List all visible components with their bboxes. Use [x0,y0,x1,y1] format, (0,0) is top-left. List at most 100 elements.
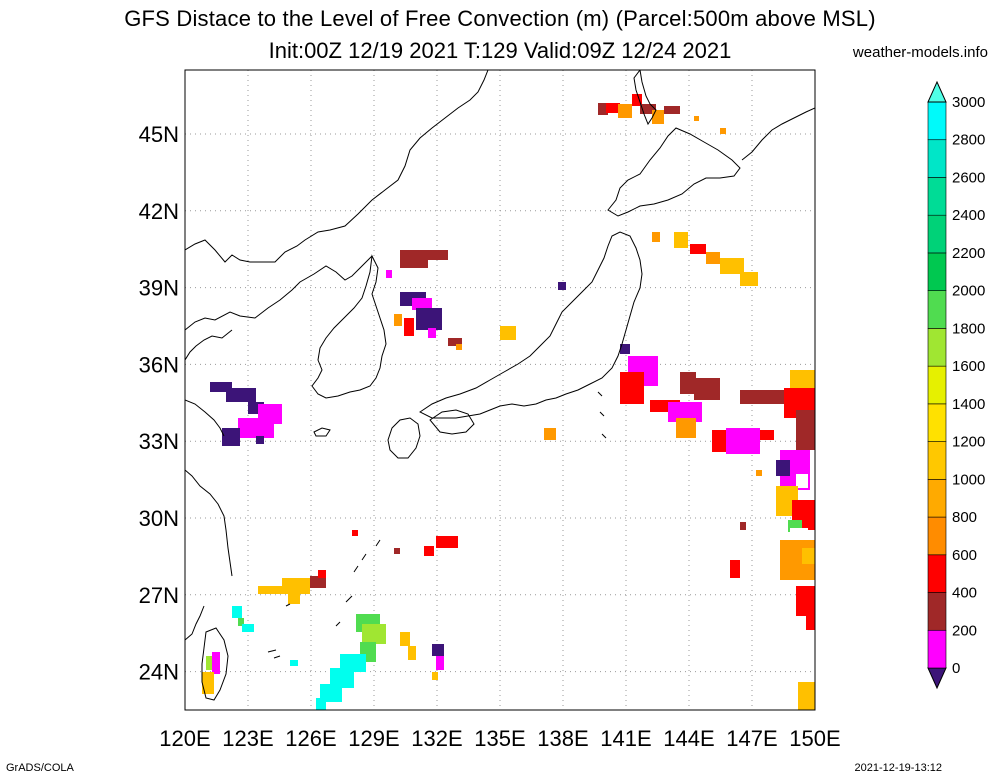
field-patch [706,252,720,264]
field-patch [436,536,458,548]
field-patch [676,418,696,438]
latitude-tick-label: 45N [139,122,179,147]
colorbar-swatch [927,629,947,669]
field-patch [222,428,240,446]
field-patch [404,318,414,336]
field-patch [206,656,216,670]
field-patch [288,592,300,604]
field-patch [408,646,416,660]
field-patch [726,428,760,454]
map-frame [184,69,816,711]
colorbar-swatch [927,290,947,329]
colorbar-label: 800 [952,509,977,526]
colorbar-label: 2200 [952,245,985,262]
field-patch [720,128,726,134]
field-patch [796,474,808,488]
field-patch [412,298,432,310]
latitude-tick-label: 24N [139,660,179,685]
field-patch [730,560,740,578]
latitude-tick-label: 33N [139,429,179,454]
field-patch [318,570,326,578]
field-patch [212,652,220,674]
colorbar-label: 600 [952,547,977,564]
field-patch [790,370,815,390]
colorbar-label: 2400 [952,207,985,224]
colorbar-label: 1600 [952,358,985,375]
field-patch [386,270,392,278]
colorbar-max-arrow [927,80,947,103]
latitude-labels: 24N 27N 30N 33N 36N 39N 42N 45N [139,122,179,685]
field-patch [632,94,642,106]
colorbar-swatch [927,101,947,141]
longitude-tick-label: 141E [600,726,651,751]
latitude-tick-label: 36N [139,352,179,377]
colorbar-label: 2800 [952,132,985,149]
colorbar-swatch [927,214,947,254]
field-patch [694,378,720,400]
colorbar-swatch [927,592,947,631]
footer-credit: GrADS/COLA [6,762,74,774]
field-patch [432,644,444,656]
field-patch [340,654,366,672]
field-patch [432,672,438,680]
field-patch [424,546,434,556]
field-patch [352,530,358,536]
field-patch [232,606,242,618]
colorbar-label: 1000 [952,471,985,488]
field-patch [394,314,402,326]
field-patch [500,326,516,340]
longitude-tick-label: 144E [663,726,714,751]
field-patch [362,624,386,644]
site-credit: weather-models.info [852,44,988,61]
colorbar-swatch [927,177,947,216]
field-patch [394,548,400,554]
map-title: GFS Distace to the Level of Free Convect… [124,6,876,31]
longitude-tick-label: 147E [726,726,777,751]
field-patch [448,338,462,346]
field-patch [400,250,428,268]
latitude-tick-label: 39N [139,276,179,301]
field-patch [238,618,244,626]
longitude-tick-label: 123E [222,726,273,751]
field-patch [620,344,630,354]
field-patch [290,660,298,666]
field-patch [256,436,264,444]
latitude-tick-label: 42N [139,199,179,224]
field-patch [428,328,436,338]
field-patch [690,244,706,254]
field-patch [668,402,702,422]
field-patch [760,430,774,440]
field-patch [798,682,815,710]
footer-timestamp: 2021-12-19-13:12 [854,762,942,774]
field-patch [664,106,680,114]
longitude-tick-label: 138E [537,726,588,751]
field-patch [316,698,326,710]
colorbar-swatch [927,441,947,480]
field-patch [210,382,232,392]
field-patch [806,616,815,630]
field-patch [802,548,815,564]
field-patch [226,388,256,402]
colorbar-swatch [927,516,947,556]
coastlines [185,70,815,701]
field-patch [720,258,744,274]
colorbar-label: 1800 [952,320,985,337]
longitude-tick-label: 120E [159,726,210,751]
colorbar-swatch [927,479,947,518]
colorbar-label: 0 [952,660,960,677]
colorbar-label: 400 [952,585,977,602]
field-patch [544,428,556,440]
field-patch [598,103,608,115]
colorbar-swatch [927,328,947,367]
field-patch [756,470,762,476]
longitude-tick-label: 150E [789,726,840,751]
map-subtitle: Init:00Z 12/19 2021 T:129 Valid:09Z 12/2… [268,38,732,63]
field-patch [282,578,310,594]
field-patch [258,586,282,594]
field-patch [416,308,442,330]
field-patch [320,684,342,702]
latitude-tick-label: 27N [139,583,179,608]
lfc-field [202,94,815,710]
longitude-tick-label: 135E [474,726,525,751]
